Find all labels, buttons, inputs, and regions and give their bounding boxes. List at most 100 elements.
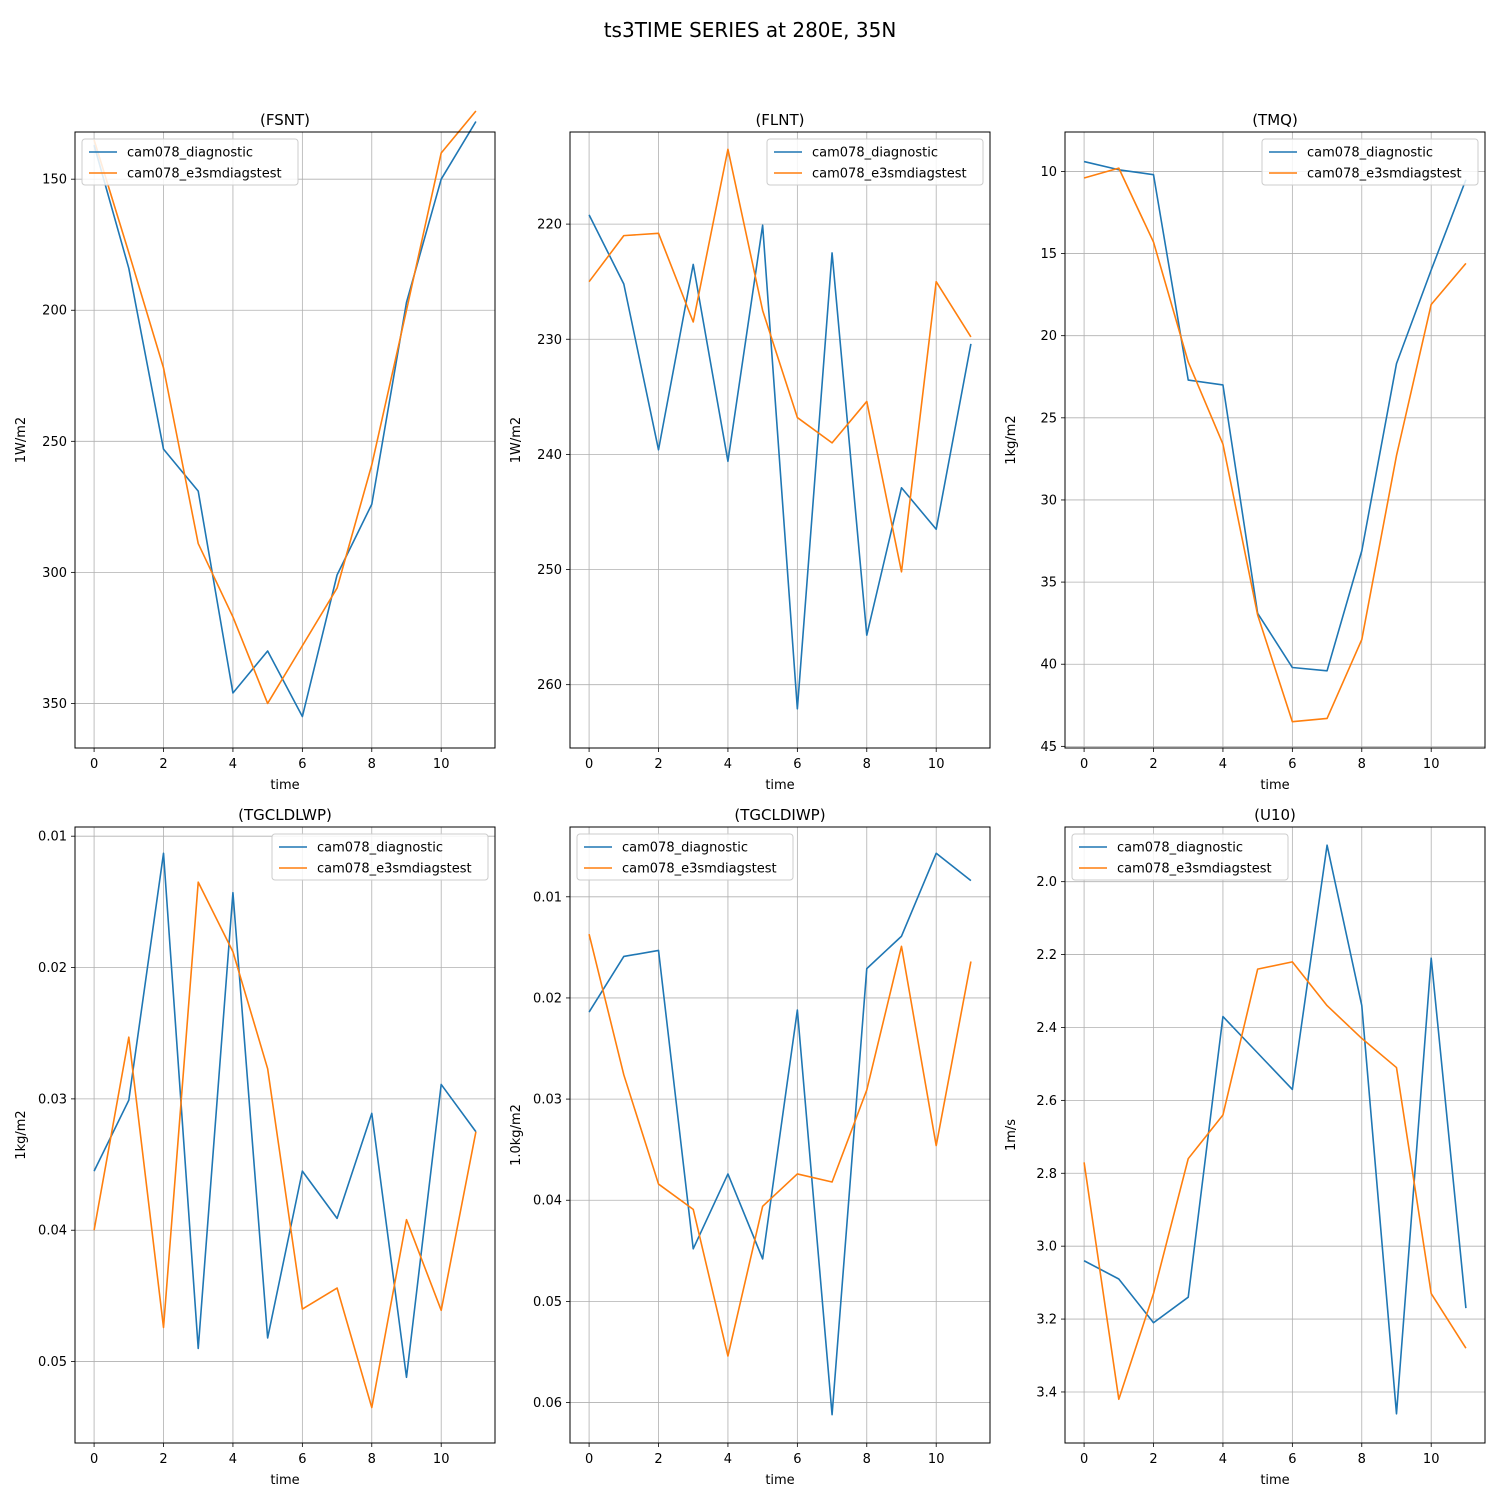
legend-entry-0: cam078_diagnostic (1117, 841, 1243, 856)
panel-3: 0 2 4 6 8 10 0.01 0.02 0.03 0.04 0.05 (TGCLDLWP) tim… (14, 806, 496, 1488)
x-axis-label: time (765, 1473, 794, 1488)
panel-1: 0 2 4 6 8 10 220 230 240 250 260 (FLNT) time 1W/m2 cam… (509, 111, 991, 793)
legend-entry-0: cam078_diagnostic (812, 146, 938, 161)
x-tick-label-3: 6 (1288, 1452, 1296, 1467)
y-axis-label: 1.0kg/m2 (509, 1104, 524, 1166)
y-tick-label-1: 0.02 (533, 991, 562, 1006)
x-tick-label-4: 8 (1358, 757, 1366, 772)
x-axis-label: time (270, 1473, 299, 1488)
x-tick-label-2: 4 (724, 1452, 732, 1467)
x-tick-label-5: 10 (1423, 1452, 1440, 1467)
x-tick-label-1: 2 (1149, 1452, 1157, 1467)
x-axis-label: time (765, 778, 794, 793)
x-axis-label: time (270, 778, 299, 793)
series-line-0 (93, 852, 477, 1379)
x-tick-label-2: 4 (229, 757, 237, 772)
y-tick-label-2: 2.4 (1036, 1021, 1057, 1036)
series-line-0 (1083, 160, 1467, 672)
y-tick-label-4: 0.05 (533, 1295, 562, 1310)
grid (1065, 132, 1485, 748)
panel-2: 0 2 4 6 8 10 10 15 20 25 30 35 40 45 (TMQ) time 1kg/m2 ca… (1004, 111, 1486, 793)
y-tick-label-3: 0.04 (533, 1194, 562, 1209)
x-tick-label-3: 6 (298, 757, 306, 772)
legend: cam078_diagnostic cam078_e3smdiagstest (81, 138, 299, 186)
grid (75, 827, 495, 1443)
y-tick-label-1: 0.02 (38, 961, 67, 976)
legend: cam078_diagnostic cam078_e3smdiagstest (271, 833, 489, 881)
panel-title: (FSNT) (260, 111, 310, 129)
y-tick-label-0: 220 (537, 218, 562, 233)
legend-entry-1: cam078_e3smdiagstest (127, 167, 282, 182)
legend-entry-0: cam078_diagnostic (127, 146, 253, 161)
series-line-0 (93, 121, 477, 718)
panel-title: (TGCLDIWP) (734, 806, 825, 824)
panel-title: (U10) (1254, 806, 1296, 824)
panel-5: 0 2 4 6 8 10 2.0 2.2 2.4 2.6 2.8 3.0 3.2 3.4 (U10) time… (1004, 806, 1486, 1488)
x-tick-label-0: 0 (585, 1452, 593, 1467)
x-tick-label-2: 4 (1219, 757, 1227, 772)
x-tick-label-5: 10 (433, 1452, 450, 1467)
x-tick-label-4: 8 (368, 757, 376, 772)
legend: cam078_diagnostic cam078_e3smdiagstest (576, 833, 794, 881)
y-tick-label-4: 260 (537, 678, 562, 693)
x-tick-label-2: 4 (229, 1452, 237, 1467)
grid (1065, 827, 1485, 1443)
y-tick-label-3: 0.04 (38, 1224, 67, 1239)
y-tick-label-7: 45 (1040, 740, 1057, 755)
x-tick-label-1: 2 (159, 757, 167, 772)
y-tick-label-6: 40 (1040, 658, 1057, 673)
axes-frame (74, 826, 496, 1444)
series-line-0 (588, 852, 972, 1416)
series-line-1 (93, 110, 477, 705)
grid (570, 827, 990, 1443)
y-tick-label-3: 250 (537, 563, 562, 578)
legend-box (271, 833, 489, 881)
y-tick-label-7: 3.4 (1036, 1385, 1057, 1400)
grid (75, 132, 495, 748)
x-tick-label-2: 4 (724, 757, 732, 772)
axes-frame (569, 826, 991, 1444)
panel-4: 0 2 4 6 8 10 0.01 0.02 0.03 0.04 0.05 0.06 (TGCLDIWP… (509, 806, 991, 1488)
legend-box (766, 138, 984, 186)
legend-box (81, 138, 299, 186)
y-tick-label-5: 3.0 (1036, 1240, 1057, 1255)
y-tick-label-3: 2.6 (1036, 1094, 1057, 1109)
x-tick-label-4: 8 (368, 1452, 376, 1467)
y-tick-label-0: 0.01 (533, 890, 562, 905)
y-axis-label: 1kg/m2 (1004, 415, 1019, 464)
series-line-1 (1083, 961, 1467, 1401)
y-axis-label: 1m/s (1004, 1119, 1019, 1151)
y-axis-label: 1W/m2 (509, 417, 524, 463)
axes-frame (1064, 131, 1486, 749)
grid (570, 132, 990, 748)
y-tick-label-4: 30 (1040, 493, 1057, 508)
x-tick-label-2: 4 (1219, 1452, 1227, 1467)
axes-frame (74, 131, 496, 749)
x-tick-label-5: 10 (433, 757, 450, 772)
y-tick-label-3: 300 (42, 566, 67, 581)
x-tick-label-5: 10 (928, 757, 945, 772)
legend: cam078_diagnostic cam078_e3smdiagstest (1261, 138, 1479, 186)
x-tick-label-5: 10 (1423, 757, 1440, 772)
axes-frame (569, 131, 991, 749)
legend-box (1071, 833, 1289, 881)
x-tick-label-0: 0 (90, 1452, 98, 1467)
x-tick-label-1: 2 (1149, 757, 1157, 772)
y-tick-label-2: 240 (537, 448, 562, 463)
y-tick-label-2: 20 (1040, 329, 1057, 344)
y-tick-label-2: 0.03 (533, 1093, 562, 1108)
x-tick-label-5: 10 (928, 1452, 945, 1467)
series-line-1 (588, 148, 972, 573)
panel-title: (TGCLDLWP) (238, 806, 332, 824)
legend: cam078_diagnostic cam078_e3smdiagstest (766, 138, 984, 186)
y-tick-label-2: 0.03 (38, 1092, 67, 1107)
y-tick-label-0: 150 (42, 173, 67, 188)
series-line-0 (1083, 844, 1467, 1415)
legend-entry-0: cam078_diagnostic (317, 841, 443, 856)
y-tick-label-4: 2.8 (1036, 1167, 1057, 1182)
y-tick-label-5: 0.06 (533, 1396, 562, 1411)
x-tick-label-0: 0 (90, 757, 98, 772)
x-tick-label-3: 6 (793, 1452, 801, 1467)
x-tick-label-3: 6 (793, 757, 801, 772)
y-tick-label-4: 0.05 (38, 1355, 67, 1370)
